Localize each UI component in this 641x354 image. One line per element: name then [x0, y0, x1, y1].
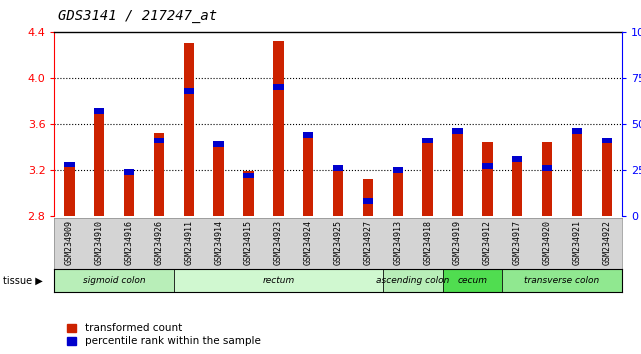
Text: cecum: cecum [458, 276, 488, 285]
Bar [154, 138, 164, 143]
Bar [303, 136, 313, 216]
Text: GSM234911: GSM234911 [185, 220, 194, 265]
Bar [482, 142, 493, 216]
Legend: transformed count, percentile rank within the sample: transformed count, percentile rank withi… [63, 319, 265, 350]
Bar [512, 159, 522, 216]
Bar [124, 169, 135, 175]
Text: GSM234914: GSM234914 [214, 220, 223, 265]
Text: GSM234921: GSM234921 [572, 220, 581, 265]
Bar [244, 171, 254, 216]
Text: sigmoid colon: sigmoid colon [83, 276, 146, 285]
Bar [273, 41, 283, 216]
Bar [443, 269, 503, 292]
Bar [363, 198, 373, 204]
Bar [64, 161, 74, 167]
Bar [383, 269, 443, 292]
Bar [213, 141, 224, 216]
Bar [572, 129, 582, 134]
Text: GSM234923: GSM234923 [274, 220, 283, 265]
Text: tissue ▶: tissue ▶ [3, 275, 43, 286]
Text: GSM234924: GSM234924 [304, 220, 313, 265]
Bar [572, 133, 582, 216]
Text: GSM234915: GSM234915 [244, 220, 253, 265]
Bar [183, 88, 194, 94]
Bar [213, 141, 224, 147]
Bar [124, 170, 135, 216]
Text: GSM234922: GSM234922 [603, 220, 612, 265]
Bar [393, 167, 403, 216]
Text: GSM234909: GSM234909 [65, 220, 74, 265]
Bar [542, 142, 553, 216]
Bar [333, 165, 344, 171]
Text: GSM234918: GSM234918 [423, 220, 432, 265]
Bar [542, 165, 553, 171]
Bar [64, 165, 74, 216]
Bar [602, 138, 612, 143]
Bar [94, 113, 104, 216]
Text: GSM234910: GSM234910 [95, 220, 104, 265]
Bar [453, 129, 463, 134]
Text: GSM234916: GSM234916 [124, 220, 133, 265]
Text: ascending colon: ascending colon [376, 276, 449, 285]
Bar [363, 179, 373, 216]
Text: GSM234919: GSM234919 [453, 220, 462, 265]
Text: transverse colon: transverse colon [524, 276, 600, 285]
Text: GSM234920: GSM234920 [543, 220, 552, 265]
Text: GDS3141 / 217247_at: GDS3141 / 217247_at [58, 9, 217, 23]
Bar [393, 167, 403, 173]
Bar [482, 163, 493, 169]
Bar [422, 138, 433, 143]
Bar [174, 269, 383, 292]
Bar [154, 133, 164, 216]
Text: GSM234917: GSM234917 [513, 220, 522, 265]
Text: GSM234912: GSM234912 [483, 220, 492, 265]
Bar [244, 172, 254, 178]
Bar [183, 44, 194, 216]
Bar [303, 132, 313, 138]
Bar [602, 139, 612, 216]
Text: rectum: rectum [262, 276, 294, 285]
Bar [453, 133, 463, 216]
Text: GSM234926: GSM234926 [154, 220, 163, 265]
Bar [512, 156, 522, 162]
Bar [54, 269, 174, 292]
Text: GSM234913: GSM234913 [394, 220, 403, 265]
Bar [273, 84, 283, 90]
Text: GSM234925: GSM234925 [333, 220, 343, 265]
Text: GSM234927: GSM234927 [363, 220, 372, 265]
Bar [422, 140, 433, 216]
Bar [94, 108, 104, 114]
Bar [333, 167, 344, 216]
Bar [503, 269, 622, 292]
